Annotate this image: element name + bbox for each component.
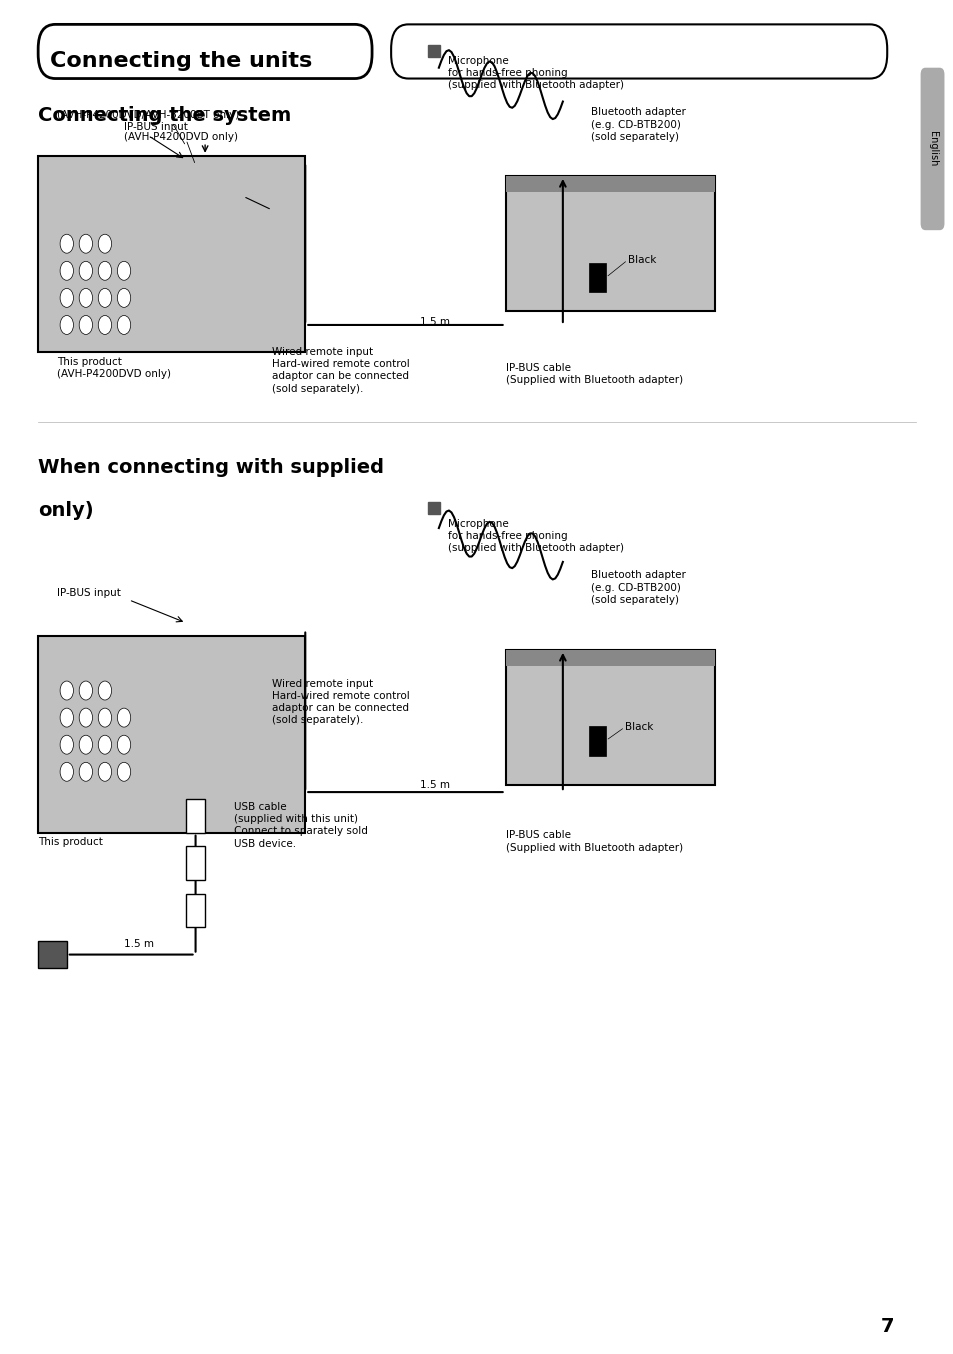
Text: (supplied with Bluetooth adapter): (supplied with Bluetooth adapter) <box>448 543 623 554</box>
Text: adaptor can be connected: adaptor can be connected <box>272 703 409 714</box>
Bar <box>505 650 715 785</box>
Circle shape <box>79 261 92 280</box>
Text: Microphone: Microphone <box>448 56 509 66</box>
Circle shape <box>60 261 73 280</box>
Bar <box>38 941 67 968</box>
FancyBboxPatch shape <box>38 24 372 79</box>
Text: 1.5 m: 1.5 m <box>124 938 153 949</box>
Text: Hard-wired remote control: Hard-wired remote control <box>272 691 409 701</box>
Text: Black: Black <box>627 255 656 265</box>
Text: (Supplied with Bluetooth adapter): (Supplied with Bluetooth adapter) <box>505 842 682 853</box>
Text: IP-BUS cable: IP-BUS cable <box>505 830 570 841</box>
Bar <box>38 156 305 352</box>
Circle shape <box>98 288 112 307</box>
Circle shape <box>79 762 92 781</box>
Circle shape <box>117 708 131 727</box>
Text: (AVH-P4200DVD/AVH-3200BT only): (AVH-P4200DVD/AVH-3200BT only) <box>57 110 239 121</box>
Text: Connecting the units: Connecting the units <box>51 51 312 70</box>
Text: (sold separately).: (sold separately). <box>272 715 363 726</box>
Text: adaptor can be connected: adaptor can be connected <box>272 371 409 382</box>
Text: This product: This product <box>57 356 122 367</box>
FancyBboxPatch shape <box>920 68 943 230</box>
Bar <box>186 799 205 833</box>
Text: (AVH-P4200DVD only): (AVH-P4200DVD only) <box>124 131 237 142</box>
Text: Wired remote input: Wired remote input <box>272 678 373 689</box>
Circle shape <box>98 315 112 334</box>
Text: 1.5 m: 1.5 m <box>419 317 449 328</box>
Text: for hands-free phoning: for hands-free phoning <box>448 531 567 542</box>
Circle shape <box>98 261 112 280</box>
Text: (sold separately).: (sold separately). <box>272 383 363 394</box>
Bar <box>505 176 715 192</box>
Text: Wired remote input: Wired remote input <box>272 347 373 357</box>
Text: Bluetooth adapter: Bluetooth adapter <box>591 570 685 581</box>
Circle shape <box>117 288 131 307</box>
Circle shape <box>60 735 73 754</box>
Circle shape <box>117 315 131 334</box>
Bar <box>505 650 715 666</box>
Circle shape <box>79 288 92 307</box>
Circle shape <box>98 762 112 781</box>
Circle shape <box>79 234 92 253</box>
Text: Microphone: Microphone <box>448 519 509 529</box>
Text: IP-BUS cable: IP-BUS cable <box>505 363 570 374</box>
FancyBboxPatch shape <box>391 24 886 79</box>
Bar <box>186 846 205 880</box>
Bar <box>588 263 605 292</box>
Circle shape <box>60 681 73 700</box>
Text: Black: Black <box>624 722 653 733</box>
Circle shape <box>98 681 112 700</box>
Text: Connect to sparately sold: Connect to sparately sold <box>233 826 367 837</box>
Text: (supplied with this unit): (supplied with this unit) <box>233 814 357 825</box>
Bar <box>38 636 305 833</box>
Bar <box>588 726 605 756</box>
Circle shape <box>98 735 112 754</box>
Bar <box>505 176 715 311</box>
Text: only): only) <box>38 501 93 520</box>
Text: Hard-wired remote control: Hard-wired remote control <box>272 359 409 370</box>
Text: (sold separately): (sold separately) <box>591 131 679 142</box>
Text: When connecting with supplied: When connecting with supplied <box>38 458 391 477</box>
Bar <box>186 894 205 927</box>
Text: (sold separately): (sold separately) <box>591 594 679 605</box>
Text: (supplied with Bluetooth adapter): (supplied with Bluetooth adapter) <box>448 80 623 91</box>
Text: (e.g. CD-BTB200): (e.g. CD-BTB200) <box>591 582 680 593</box>
Circle shape <box>98 234 112 253</box>
Text: Bluetooth adapter: Bluetooth adapter <box>591 107 685 118</box>
Text: (AVH-P4200DVD only): (AVH-P4200DVD only) <box>57 368 171 379</box>
Circle shape <box>79 708 92 727</box>
Circle shape <box>79 315 92 334</box>
Circle shape <box>117 261 131 280</box>
Text: USB device.: USB device. <box>233 838 295 849</box>
Text: USB cable: USB cable <box>233 802 286 812</box>
Text: Connecting the system: Connecting the system <box>38 106 291 125</box>
Circle shape <box>98 708 112 727</box>
Text: English: English <box>927 131 937 167</box>
Circle shape <box>117 762 131 781</box>
Text: IP-BUS input: IP-BUS input <box>57 588 121 598</box>
Circle shape <box>60 234 73 253</box>
Text: for hands-free phoning: for hands-free phoning <box>448 68 567 79</box>
Circle shape <box>79 735 92 754</box>
Text: IP-BUS input: IP-BUS input <box>124 122 188 133</box>
Text: (Supplied with Bluetooth adapter): (Supplied with Bluetooth adapter) <box>505 375 682 386</box>
Circle shape <box>117 735 131 754</box>
Circle shape <box>60 708 73 727</box>
Circle shape <box>60 762 73 781</box>
Circle shape <box>60 315 73 334</box>
Circle shape <box>60 288 73 307</box>
Text: 7: 7 <box>880 1317 893 1336</box>
Text: 1.5 m: 1.5 m <box>419 780 449 791</box>
Text: This product: This product <box>38 837 103 848</box>
Text: (e.g. CD-BTB200): (e.g. CD-BTB200) <box>591 119 680 130</box>
Circle shape <box>79 681 92 700</box>
